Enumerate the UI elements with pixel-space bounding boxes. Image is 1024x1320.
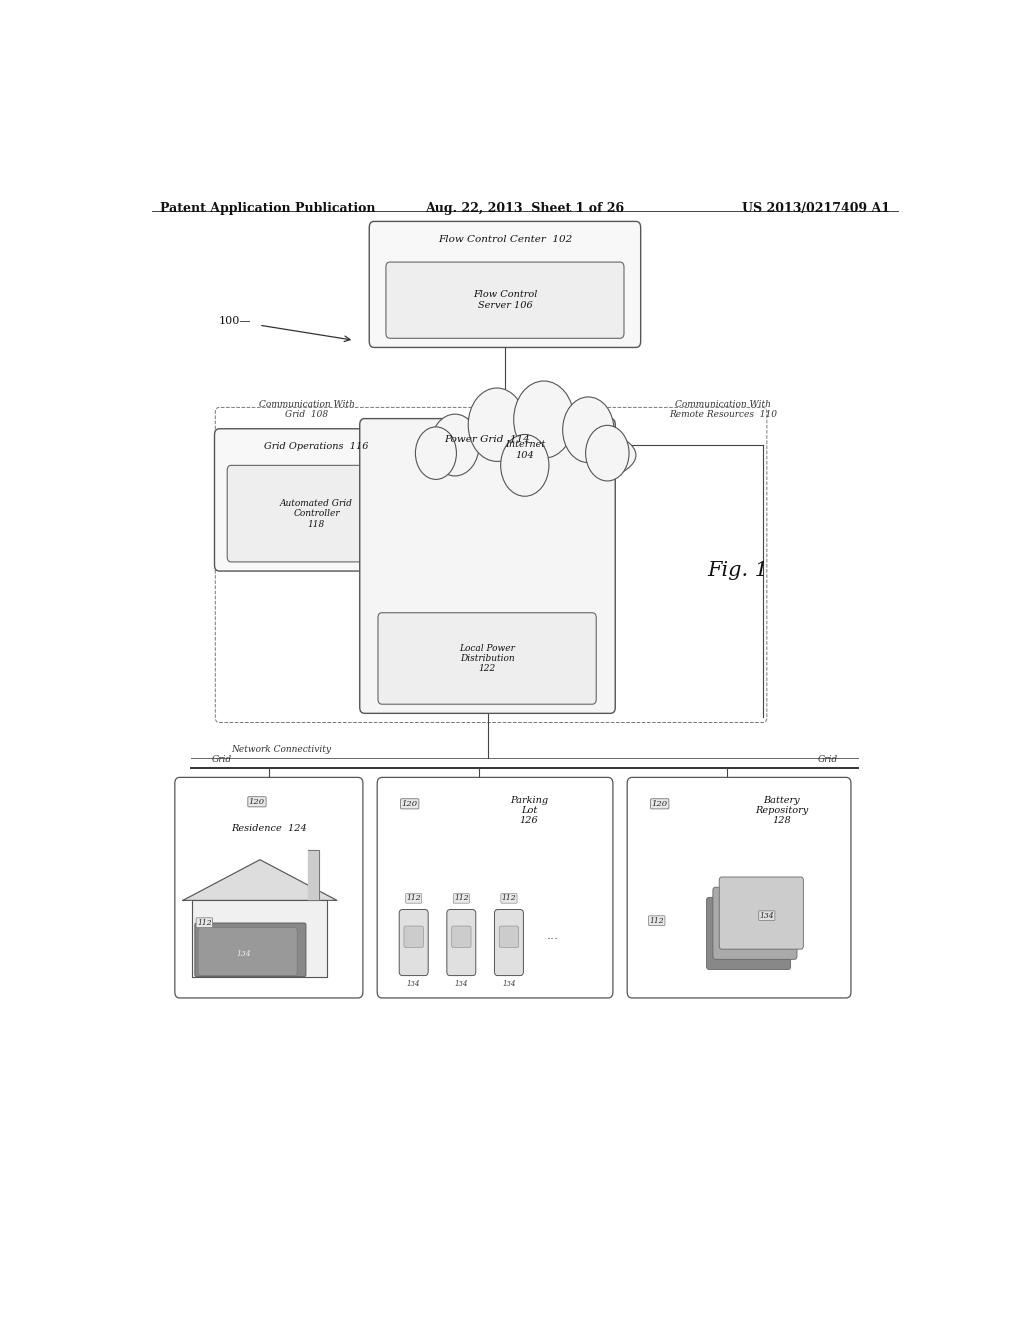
Text: Parking
Lot
126: Parking Lot 126	[510, 796, 548, 825]
FancyBboxPatch shape	[378, 612, 596, 704]
FancyBboxPatch shape	[370, 222, 641, 347]
Text: Network Connectivity: Network Connectivity	[231, 744, 331, 754]
FancyBboxPatch shape	[198, 928, 297, 975]
Text: Flow Control
Server 106: Flow Control Server 106	[473, 290, 538, 310]
FancyBboxPatch shape	[377, 777, 613, 998]
Text: Patent Application Publication: Patent Application Publication	[160, 202, 375, 215]
Text: 134: 134	[237, 949, 251, 958]
Circle shape	[416, 426, 457, 479]
FancyBboxPatch shape	[627, 777, 851, 998]
FancyBboxPatch shape	[707, 898, 791, 969]
Text: 134: 134	[407, 979, 421, 987]
FancyBboxPatch shape	[404, 927, 423, 948]
Text: 134: 134	[502, 979, 516, 987]
FancyBboxPatch shape	[446, 909, 476, 975]
Text: 120: 120	[249, 797, 265, 805]
Text: Grid: Grid	[818, 755, 839, 764]
Text: 100—: 100—	[218, 315, 251, 326]
Circle shape	[501, 434, 549, 496]
Text: 134: 134	[455, 979, 468, 987]
FancyBboxPatch shape	[713, 887, 797, 960]
Text: Communication With
Remote Resources  110: Communication With Remote Resources 110	[670, 400, 777, 420]
FancyBboxPatch shape	[214, 429, 419, 572]
Text: 134: 134	[760, 912, 774, 920]
Circle shape	[514, 381, 574, 458]
FancyBboxPatch shape	[500, 927, 518, 948]
Circle shape	[586, 425, 629, 480]
Text: Battery
Repository
128: Battery Repository 128	[756, 796, 809, 825]
Text: 120: 120	[401, 800, 418, 808]
Text: Flow Control Center  102: Flow Control Center 102	[438, 235, 572, 244]
FancyBboxPatch shape	[386, 263, 624, 338]
Polygon shape	[307, 850, 319, 900]
Text: 112: 112	[502, 895, 516, 903]
Text: 120: 120	[651, 800, 668, 808]
FancyBboxPatch shape	[175, 777, 362, 998]
Text: Internet
104: Internet 104	[505, 441, 545, 459]
Text: 112: 112	[197, 919, 212, 927]
Text: Power Grid  114: Power Grid 114	[444, 434, 530, 444]
FancyBboxPatch shape	[399, 909, 428, 975]
Text: Local Power
Distribution
122: Local Power Distribution 122	[459, 644, 515, 673]
Polygon shape	[183, 859, 337, 900]
Text: 112: 112	[407, 895, 421, 903]
Text: Fig. 1: Fig. 1	[708, 561, 768, 579]
Text: 112: 112	[454, 895, 469, 903]
FancyBboxPatch shape	[719, 876, 804, 949]
Circle shape	[562, 397, 614, 462]
Text: Grid Operations  116: Grid Operations 116	[264, 442, 369, 451]
FancyBboxPatch shape	[195, 923, 306, 977]
Text: Automated Grid
Controller
118: Automated Grid Controller 118	[280, 499, 353, 528]
Circle shape	[431, 414, 479, 477]
Text: Residence  124: Residence 124	[231, 824, 307, 833]
FancyBboxPatch shape	[359, 418, 615, 713]
Text: Communication With
Grid  108: Communication With Grid 108	[259, 400, 354, 420]
FancyBboxPatch shape	[227, 466, 406, 562]
Ellipse shape	[414, 420, 636, 491]
Circle shape	[468, 388, 525, 462]
Polygon shape	[193, 900, 328, 977]
Text: Grid: Grid	[211, 755, 231, 764]
FancyBboxPatch shape	[452, 927, 471, 948]
Text: 112: 112	[197, 919, 212, 927]
Text: ...: ...	[547, 929, 558, 942]
Text: 112: 112	[649, 916, 664, 925]
Text: Aug. 22, 2013  Sheet 1 of 26: Aug. 22, 2013 Sheet 1 of 26	[425, 202, 625, 215]
Text: US 2013/0217409 A1: US 2013/0217409 A1	[741, 202, 890, 215]
FancyBboxPatch shape	[495, 909, 523, 975]
